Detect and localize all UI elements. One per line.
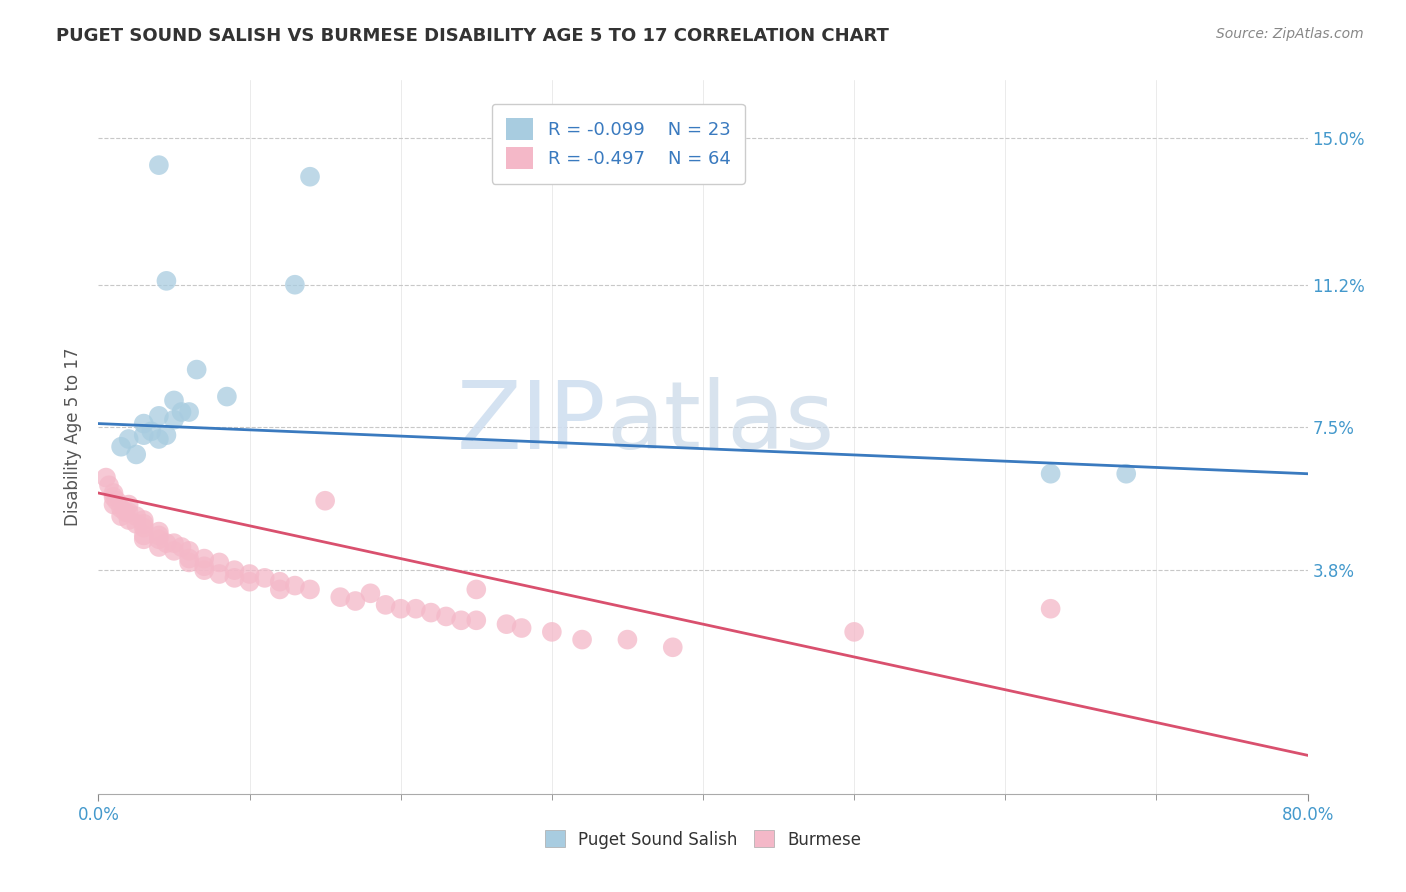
Point	[103, 498, 125, 512]
Point	[118, 505, 141, 519]
Point	[186, 362, 208, 376]
Point	[163, 413, 186, 427]
Point	[420, 606, 443, 620]
Point	[105, 493, 128, 508]
Point	[224, 563, 246, 577]
Point	[163, 544, 186, 558]
Point	[125, 516, 148, 531]
Point	[179, 551, 201, 566]
Point	[661, 640, 683, 655]
Point	[103, 490, 125, 504]
Point	[170, 540, 193, 554]
Point	[148, 409, 170, 423]
Point	[110, 509, 132, 524]
Point	[132, 533, 155, 547]
Point	[495, 617, 517, 632]
Point	[434, 609, 457, 624]
Point	[1039, 467, 1062, 481]
Point	[132, 516, 155, 531]
Point	[510, 621, 533, 635]
Point	[344, 594, 367, 608]
Point	[125, 509, 148, 524]
Point	[299, 582, 322, 597]
Point	[374, 598, 396, 612]
Point	[253, 571, 276, 585]
Point	[616, 632, 638, 647]
Point	[193, 563, 215, 577]
Point	[179, 544, 201, 558]
Text: PUGET SOUND SALISH VS BURMESE DISABILITY AGE 5 TO 17 CORRELATION CHART: PUGET SOUND SALISH VS BURMESE DISABILITY…	[56, 27, 889, 45]
Point	[179, 556, 201, 570]
Legend: Puget Sound Salish, Burmese: Puget Sound Salish, Burmese	[536, 822, 870, 857]
Point	[224, 571, 246, 585]
Point	[193, 559, 215, 574]
Point	[284, 578, 307, 592]
Point	[239, 574, 262, 589]
Point	[179, 405, 201, 419]
Point	[269, 574, 291, 589]
Point	[314, 493, 336, 508]
Point	[405, 601, 427, 615]
Point	[208, 567, 231, 582]
Point	[163, 536, 186, 550]
Point	[465, 613, 488, 627]
Point	[103, 486, 125, 500]
Point	[118, 513, 141, 527]
Point	[1115, 467, 1137, 481]
Point	[1039, 601, 1062, 615]
Point	[132, 528, 155, 542]
Point	[110, 440, 132, 454]
Point	[844, 624, 866, 639]
Point	[155, 274, 177, 288]
Point	[269, 582, 291, 597]
Point	[148, 524, 170, 539]
Y-axis label: Disability Age 5 to 17: Disability Age 5 to 17	[65, 348, 83, 526]
Point	[215, 390, 238, 404]
Point	[163, 393, 186, 408]
Point	[125, 447, 148, 461]
Point	[193, 551, 215, 566]
Point	[571, 632, 593, 647]
Point	[148, 540, 170, 554]
Point	[148, 432, 170, 446]
Point	[132, 417, 155, 431]
Point	[148, 158, 170, 172]
Point	[239, 567, 262, 582]
Point	[170, 405, 193, 419]
Point	[208, 556, 231, 570]
Point	[94, 470, 117, 484]
Point	[540, 624, 562, 639]
Point	[284, 277, 307, 292]
Text: ZIP: ZIP	[457, 376, 606, 469]
Point	[132, 521, 155, 535]
Point	[148, 528, 170, 542]
Point	[299, 169, 322, 184]
Point	[141, 425, 163, 439]
Point	[148, 533, 170, 547]
Point	[389, 601, 412, 615]
Point	[132, 428, 155, 442]
Text: Source: ZipAtlas.com: Source: ZipAtlas.com	[1216, 27, 1364, 41]
Point	[110, 501, 132, 516]
Point	[155, 536, 177, 550]
Point	[118, 432, 141, 446]
Text: atlas: atlas	[606, 376, 835, 469]
Point	[329, 590, 352, 604]
Point	[360, 586, 382, 600]
Point	[114, 505, 136, 519]
Point	[450, 613, 472, 627]
Point	[118, 498, 141, 512]
Point	[155, 428, 177, 442]
Point	[98, 478, 121, 492]
Point	[465, 582, 488, 597]
Point	[132, 513, 155, 527]
